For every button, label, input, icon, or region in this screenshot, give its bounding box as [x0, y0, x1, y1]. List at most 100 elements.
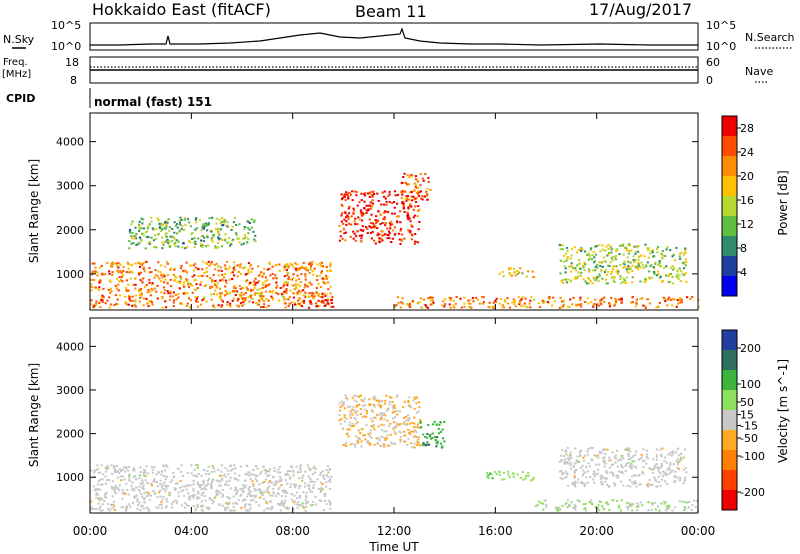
echo-cell — [613, 280, 616, 283]
echo-cell — [584, 301, 587, 303]
echo-cell — [114, 262, 117, 265]
echo-cell — [345, 191, 348, 194]
echo-cell — [365, 209, 368, 212]
echo-cell — [299, 304, 302, 307]
echo-cell — [390, 241, 393, 244]
echo-cell — [636, 509, 639, 512]
echo-cell — [418, 401, 421, 404]
echo-cell — [593, 256, 596, 259]
echo-cell — [201, 225, 204, 228]
echo-cell — [208, 506, 211, 509]
echo-cell — [656, 246, 660, 248]
echo-cell — [393, 421, 396, 424]
echo-cell — [156, 297, 159, 300]
echo-cell — [590, 247, 593, 250]
echo-cell — [401, 200, 404, 203]
echo-cell — [650, 468, 653, 471]
echo-cell — [246, 242, 249, 245]
echo-cell — [286, 284, 289, 287]
echo-cell — [324, 492, 327, 495]
echo-cell — [566, 446, 569, 449]
echo-cell — [390, 396, 393, 399]
echo-cell — [246, 226, 249, 229]
echo-cell — [169, 295, 172, 298]
echo-cell — [298, 496, 302, 499]
echo-cell — [676, 273, 679, 276]
echo-cell — [531, 270, 534, 273]
echo-cell — [174, 294, 178, 296]
echo-cell — [160, 507, 164, 509]
echo-cell — [252, 494, 255, 497]
echo-cell — [351, 199, 354, 202]
echo-cell — [213, 496, 216, 499]
echo-cell — [377, 437, 381, 440]
echo-cell — [566, 257, 569, 260]
echo-cell — [378, 238, 381, 241]
echo-cell — [571, 303, 574, 306]
echo-cell — [257, 303, 260, 306]
echo-cell — [353, 399, 357, 402]
echo-cell — [614, 302, 617, 305]
echo-cell — [506, 297, 509, 300]
echo-cell — [630, 301, 633, 304]
echo-cell — [582, 503, 585, 506]
echo-cell — [664, 509, 668, 512]
echo-cell — [680, 301, 683, 303]
echo-cell — [611, 255, 614, 258]
echo-cell — [254, 494, 257, 497]
echo-cell — [399, 243, 402, 245]
echo-cell — [403, 430, 406, 433]
echo-cell — [134, 287, 137, 290]
echo-cell — [181, 302, 184, 305]
echo-cell — [127, 263, 130, 266]
echo-cell — [309, 266, 312, 269]
echo-cell — [189, 264, 192, 267]
echo-cell — [200, 508, 203, 511]
echo-cell — [247, 503, 250, 506]
echo-cell — [127, 289, 130, 292]
echo-cell — [215, 222, 218, 225]
echo-cell — [491, 477, 494, 480]
echo-cell — [145, 284, 148, 286]
echo-cell — [574, 507, 577, 510]
echo-cell — [215, 217, 218, 220]
echo-cell — [180, 277, 183, 280]
echo-cell — [237, 297, 240, 300]
echo-cell — [194, 509, 197, 512]
echo-cell — [289, 262, 292, 265]
echo-cell — [146, 227, 149, 230]
echo-cell — [178, 486, 182, 489]
echo-cell — [537, 302, 540, 305]
echo-cell — [578, 303, 581, 306]
echo-cell — [608, 466, 611, 469]
echo-cell — [176, 232, 179, 235]
echo-cell — [669, 267, 673, 270]
echo-cell — [194, 475, 197, 477]
echo-cell — [138, 273, 141, 276]
echo-cell — [217, 269, 220, 272]
echo-cell — [424, 435, 427, 438]
echo-cell — [357, 440, 360, 443]
echo-cell — [326, 276, 329, 279]
echo-cell — [559, 296, 562, 299]
echo-cell — [386, 419, 389, 422]
echo-cell — [298, 297, 301, 300]
colorbar-swatch — [722, 470, 737, 490]
echo-cell — [679, 300, 682, 303]
echo-cell — [252, 284, 256, 286]
echo-cell — [488, 472, 492, 475]
echo-cell — [302, 506, 305, 509]
echo-cell — [370, 213, 373, 216]
echo-cell — [614, 256, 617, 259]
echo-cell — [248, 474, 251, 477]
echo-cell — [141, 262, 145, 265]
echo-cell — [417, 180, 420, 183]
echo-cell — [664, 255, 667, 257]
echo-cell — [533, 298, 536, 301]
echo-cell — [532, 476, 535, 479]
echo-cell — [297, 302, 300, 305]
echo-cell — [128, 230, 131, 233]
echo-cell — [183, 217, 186, 220]
echo-cell — [678, 500, 681, 503]
echo-cell — [340, 220, 343, 223]
